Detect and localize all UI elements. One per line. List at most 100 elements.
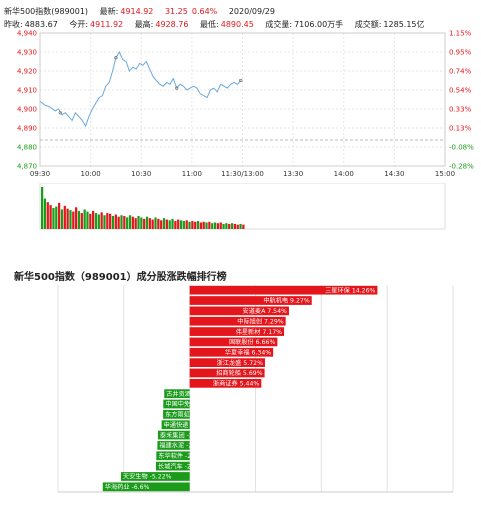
y-tick-label: 4,890: [17, 125, 37, 133]
rank-bar-label: 古井贡酒 -1.93%: [166, 390, 215, 398]
volume-bar: [168, 220, 171, 229]
y-tick-label: 4,900: [17, 106, 37, 114]
volume-value: 7106.00万手: [294, 20, 344, 29]
volume-bar: [137, 215, 140, 229]
volume-bar: [77, 210, 81, 229]
volume-bar: [126, 217, 129, 229]
volume-bar: [92, 210, 95, 229]
rank-bar-label: 中航机电 9.27%: [263, 297, 309, 305]
volume-bar: [219, 222, 222, 229]
volume-bar: [109, 213, 112, 229]
rank-bar-label: 三星环保 14.26%: [325, 286, 375, 294]
volume-bar: [43, 198, 47, 229]
date: 2020/09/29: [228, 7, 275, 16]
rank-bar: [189, 306, 289, 316]
rank-bar-label: 伟星新材 7.17%: [236, 328, 282, 336]
rank-bar: [189, 316, 286, 326]
volume-bar: [157, 218, 160, 229]
volume-bar: [230, 223, 234, 229]
rank-bar: [189, 296, 312, 305]
volume-bar: [148, 218, 151, 229]
volume-bar: [60, 209, 64, 229]
rank-bar-label: 福建水泥 -2.45%: [159, 442, 208, 450]
volume-bar: [97, 214, 100, 229]
volume-bar: [143, 218, 146, 229]
rank-bar: [156, 451, 190, 461]
volume-bar: [89, 213, 92, 229]
rank-bar: [189, 327, 285, 336]
rank-bar: [102, 482, 190, 492]
volume-bar: [160, 220, 163, 229]
rank-bar-label: 浙江龙盛 5.72%: [217, 359, 263, 367]
high-label: 最高:: [134, 20, 154, 29]
volume-bar: [103, 215, 106, 229]
volume-bar: [233, 223, 237, 229]
x-tick-label: 09:30: [30, 170, 50, 178]
volume-bar: [46, 202, 49, 229]
volume-bar: [117, 216, 120, 229]
x-tick-label: 11:30/13:00: [221, 170, 264, 178]
ranking-title: 新华500指数（989001）成分股涨跌幅排行榜: [14, 272, 227, 283]
volume-bar: [123, 215, 126, 229]
x-tick-label: 15:00: [435, 170, 455, 178]
header-row-2: 昨收: 4883.67 今开: 4911.92 最高: 4928.76 最低: 4890…: [4, 19, 434, 30]
volume-bar: [83, 209, 86, 229]
volume-bar: [202, 221, 205, 229]
volume-bar: [194, 221, 197, 229]
rank-bar: [189, 285, 378, 295]
volume-bar: [49, 205, 52, 229]
volume-bar: [63, 205, 66, 229]
volume-bar: [100, 212, 103, 229]
y-pct-tick-label: 0.95%: [449, 49, 472, 57]
rank-bar: [163, 399, 190, 409]
rank-bar-label: 国联股份 6.66%: [229, 338, 275, 346]
rank-bar: [164, 389, 190, 399]
volume-bar: [179, 220, 183, 229]
x-tick-label: 11:00: [182, 170, 202, 178]
rank-bar-label: 申通快递 -2.13%: [164, 421, 213, 429]
rank-bar: [120, 472, 190, 481]
volume-bar: [162, 218, 166, 229]
volume-bar: [222, 223, 225, 229]
volume-bar: [75, 207, 78, 229]
amount-value: 1285.15亿: [383, 20, 425, 29]
volume-bar: [134, 218, 137, 229]
volume-bar: [165, 219, 168, 229]
change-pct: 0.64%: [191, 7, 218, 16]
volume-bar: [242, 224, 245, 229]
rank-bar-label: 安道麦A 7.54%: [243, 307, 288, 315]
latest-label: 最新:: [99, 7, 119, 16]
volume-bar: [236, 224, 239, 229]
rank-bar: [161, 420, 190, 430]
volume-bar: [185, 220, 188, 229]
rank-bar: [157, 441, 190, 450]
ranking-bar-chart: 三星环保 14.26% 中航机电 9.27% 安道麦A 7.54% 中际旭创 7.29…: [57, 285, 454, 493]
volume-bar: [66, 208, 69, 229]
rank-bar: [155, 461, 190, 471]
y-tick-label: 4,910: [17, 87, 37, 95]
volume-bar: [128, 215, 132, 229]
volume-bar: [86, 211, 89, 229]
volume-chart: [39, 183, 446, 230]
volume-bar: [228, 223, 231, 229]
volume-bar: [41, 187, 44, 229]
x-tick-label: 14:00: [334, 170, 354, 178]
rank-bar: [157, 430, 190, 440]
low-value: 4890.45: [220, 20, 254, 29]
y-tick-label: 4,940: [17, 30, 37, 38]
price-marker: [239, 78, 243, 83]
volume-bar: [154, 217, 157, 229]
volume-bar: [52, 208, 55, 229]
low-label: 最低:: [200, 20, 219, 29]
volume-bar: [205, 222, 208, 229]
rank-bar-label: 天安生物 -5.22%: [123, 473, 172, 481]
volume-label: 成交量:: [265, 20, 293, 29]
index-name: 新华500指数(989001): [4, 7, 89, 16]
rank-bar: [189, 347, 274, 357]
volume-bar: [140, 217, 143, 229]
rank-bar-label: 中国中免 -2%: [165, 400, 204, 408]
x-tick-label: 10:30: [131, 170, 151, 178]
volume-bar: [208, 221, 211, 229]
volume-bar: [213, 222, 217, 229]
header-row-1: 新华500指数(989001) 最新: 4914.92 31.25 0.64% 20…: [4, 6, 284, 17]
